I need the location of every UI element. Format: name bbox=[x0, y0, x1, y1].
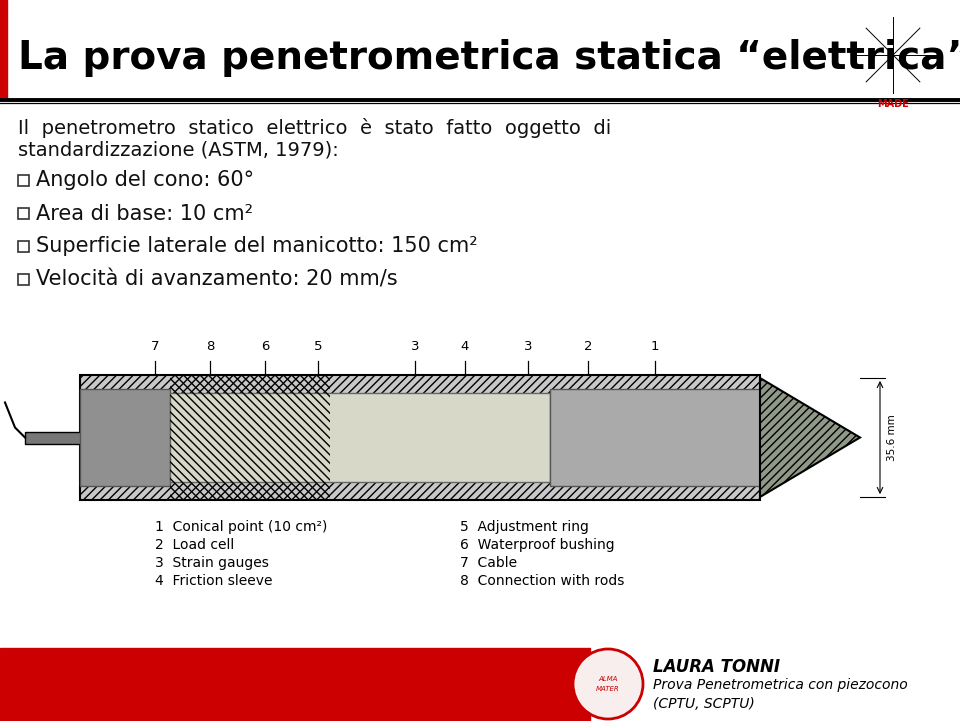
Bar bbox=[18, 241, 29, 252]
Text: 5  Adjustment ring: 5 Adjustment ring bbox=[460, 520, 588, 534]
Text: 6: 6 bbox=[261, 340, 269, 353]
Bar bbox=[80, 375, 760, 500]
Bar bbox=[80, 389, 170, 486]
Text: Il  penetrometro  statico  elettrico  è  stato  fatto  oggetto  di: Il penetrometro statico elettrico è stat… bbox=[18, 118, 612, 138]
Text: 8: 8 bbox=[205, 340, 214, 353]
Text: 2  Load cell: 2 Load cell bbox=[155, 538, 234, 552]
Text: 1  Conical point (10 cm²): 1 Conical point (10 cm²) bbox=[155, 520, 327, 534]
Text: 2: 2 bbox=[584, 340, 592, 353]
Text: 1: 1 bbox=[651, 340, 660, 353]
Text: Prova Penetrometrica con piezocono: Prova Penetrometrica con piezocono bbox=[653, 678, 908, 692]
Text: 3  Strain gauges: 3 Strain gauges bbox=[155, 556, 269, 570]
Text: Angolo del cono: 60°: Angolo del cono: 60° bbox=[36, 170, 254, 190]
Text: (CPTU, SCPTU): (CPTU, SCPTU) bbox=[653, 697, 755, 711]
Text: LAURA TONNI: LAURA TONNI bbox=[653, 658, 780, 676]
Text: 35.6 mm: 35.6 mm bbox=[887, 414, 897, 461]
Text: 5: 5 bbox=[314, 340, 323, 353]
Text: Velocità di avanzamento: 20 mm/s: Velocità di avanzamento: 20 mm/s bbox=[36, 270, 397, 290]
Text: 4: 4 bbox=[461, 340, 469, 353]
Text: Superficie laterale del manicotto: 150 cm²: Superficie laterale del manicotto: 150 c… bbox=[36, 236, 478, 257]
Bar bbox=[0, 0, 7, 100]
Bar bbox=[80, 375, 760, 500]
Bar bbox=[0, 648, 590, 721]
Text: MADE: MADE bbox=[877, 99, 909, 109]
Bar bbox=[550, 389, 760, 486]
Text: 7: 7 bbox=[151, 340, 159, 353]
Text: MATER: MATER bbox=[596, 686, 620, 692]
Text: 8  Connection with rods: 8 Connection with rods bbox=[460, 574, 624, 588]
Bar bbox=[25, 431, 83, 443]
Bar bbox=[18, 175, 29, 186]
Bar bbox=[18, 274, 29, 285]
Polygon shape bbox=[760, 378, 860, 497]
Bar bbox=[18, 208, 29, 219]
Circle shape bbox=[573, 649, 643, 719]
Bar bbox=[170, 393, 550, 482]
Text: 6  Waterproof bushing: 6 Waterproof bushing bbox=[460, 538, 614, 552]
Text: 3: 3 bbox=[411, 340, 420, 353]
Text: La prova penetrometrica statica “elettrica”: La prova penetrometrica statica “elettri… bbox=[18, 39, 960, 77]
Text: Area di base: 10 cm²: Area di base: 10 cm² bbox=[36, 203, 253, 224]
Text: 4  Friction sleeve: 4 Friction sleeve bbox=[155, 574, 273, 588]
Text: 7  Cable: 7 Cable bbox=[460, 556, 517, 570]
Text: standardizzazione (ASTM, 1979):: standardizzazione (ASTM, 1979): bbox=[18, 140, 339, 159]
Bar bbox=[170, 375, 330, 500]
Text: ALMA: ALMA bbox=[598, 676, 617, 682]
Text: 3: 3 bbox=[524, 340, 532, 353]
